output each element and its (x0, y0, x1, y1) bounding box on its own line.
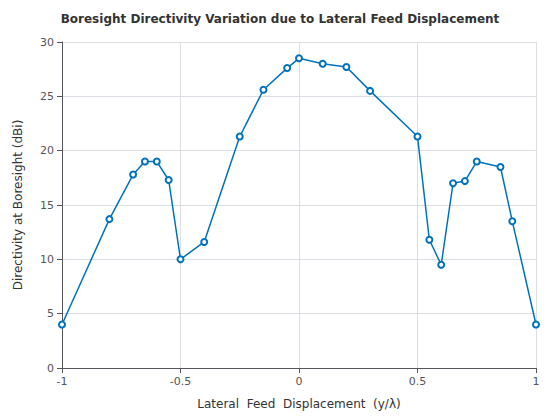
svg-text:20: 20 (40, 144, 54, 157)
svg-text:5: 5 (47, 307, 54, 320)
svg-text:Lateral Feed Displacement (: Lateral Feed Displacement (y/λ) (197, 397, 400, 411)
svg-text:10: 10 (40, 253, 54, 266)
svg-text:15: 15 (40, 199, 54, 212)
svg-text:0: 0 (47, 362, 54, 375)
svg-text:1: 1 (533, 375, 540, 388)
svg-text:-0.5: -0.5 (170, 375, 191, 388)
svg-text:25: 25 (40, 90, 54, 103)
svg-text:0: 0 (296, 375, 303, 388)
svg-text:0.5: 0.5 (409, 375, 427, 388)
svg-text:-1: -1 (57, 375, 68, 388)
svg-text:30: 30 (40, 36, 54, 49)
svg-text:Boresight Directivity Variatio: Boresight Directivity Variation due to L… (61, 12, 500, 26)
svg-text:Directivity at Boresight (dBi): Directivity at Boresight (dBi) (11, 120, 25, 291)
